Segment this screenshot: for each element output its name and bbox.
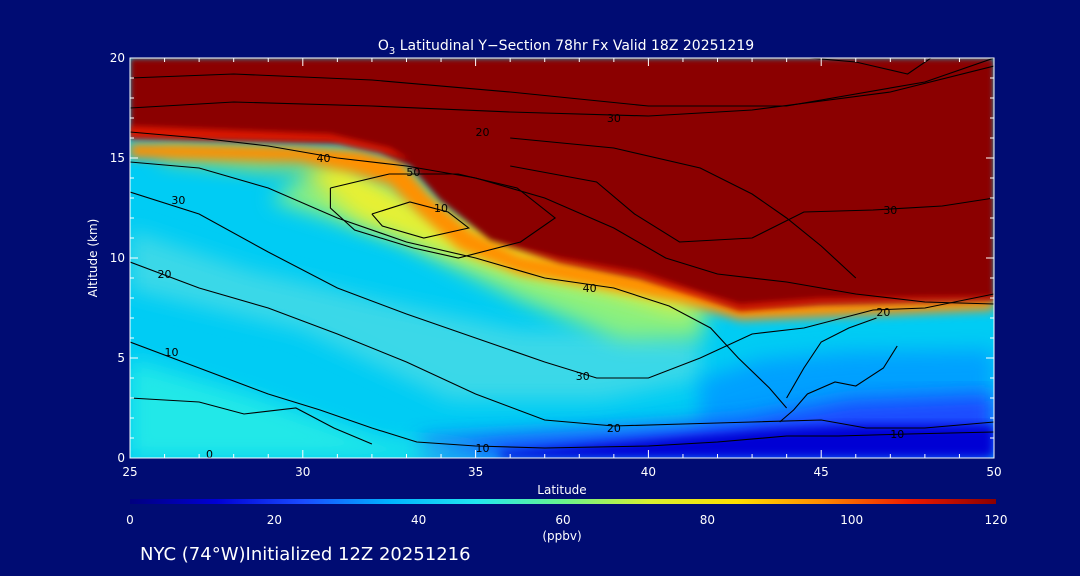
x-tick-label: 25	[122, 465, 137, 479]
x-tick-label: 35	[468, 465, 483, 479]
x-tick-label: 30	[295, 465, 310, 479]
colorbar-unit-label: (ppbv)	[542, 529, 581, 543]
contour-line-20-1	[329, 173, 557, 259]
contour-label-12: 30	[883, 204, 897, 217]
contour-line-20-13	[786, 317, 877, 399]
contour-label-8: 20	[876, 306, 890, 319]
colorbar-tick-label: 40	[411, 513, 426, 527]
contour-line-20-12	[510, 137, 857, 279]
ozone-contours	[130, 58, 994, 449]
contour-label-5: 20	[476, 126, 490, 139]
contour-line-10-8	[130, 341, 994, 449]
contour-label-10: 30	[171, 194, 185, 207]
y-tick-label: 5	[117, 351, 125, 365]
contour-line-10-14	[779, 345, 898, 423]
colorbar-tick-label: 20	[267, 513, 282, 527]
contour-line-20-7	[130, 261, 994, 429]
colorbar-tick-label: 120	[985, 513, 1008, 527]
contour-line-5-9	[130, 397, 373, 445]
y-tick-label: 0	[117, 451, 125, 465]
y-tick-label: 15	[110, 151, 125, 165]
colorbar-tick-label: 0	[126, 513, 134, 527]
contour-label-1: 10	[814, 44, 828, 57]
colorbar-tick-label: 80	[700, 513, 715, 527]
colorbar-tick-label: 100	[840, 513, 863, 527]
contour-line-10-0	[371, 201, 470, 239]
contour-label-6: 20	[158, 268, 172, 281]
y-tick-label: 20	[110, 51, 125, 65]
contour-label-9: 30	[607, 112, 621, 125]
contour-labels: 10 10 10 10 10 20 20 20 20 30 30 30 30 40 40 50 0	[158, 44, 905, 461]
contour-label-0: 10	[434, 202, 448, 215]
contour-line-30-10	[803, 58, 932, 75]
x-tick-label: 50	[986, 465, 1001, 479]
contour-label-11: 30	[576, 370, 590, 383]
y-axis-label: Altitude (km)	[86, 219, 100, 298]
ozone-field	[130, 58, 994, 458]
contour-label-3: 10	[476, 442, 490, 455]
contour-line-40-5	[130, 161, 788, 409]
contour-label-13: 40	[317, 152, 331, 165]
colorbar: 0 20 40 60 80 100 120 (ppbv)	[126, 499, 1007, 543]
contour-label-4: 10	[890, 428, 904, 441]
contour-label-16: 0	[206, 448, 213, 461]
contour-line-30-2	[130, 65, 994, 117]
colorbar-tick-label: 60	[555, 513, 570, 527]
x-tick-label: 45	[814, 465, 829, 479]
contour-label-14: 40	[583, 282, 597, 295]
y-tick-label: 10	[110, 251, 125, 265]
contour-label-15: 50	[406, 166, 420, 179]
contour-line-30-3	[510, 165, 994, 243]
plot-area: 10 10 10 10 10 20 20 20 20 30 30 30 30 40 40 50 0	[130, 44, 994, 461]
contour-line-30-11	[130, 58, 994, 107]
x-tick-label: 40	[641, 465, 656, 479]
colorbar-gradient	[130, 499, 996, 504]
contour-line-30-6	[130, 191, 994, 379]
y-axis: 0 5 10 15 20	[110, 51, 994, 465]
footer-run-info: NYC (74°W)Initialized 12Z 20251216	[140, 544, 471, 565]
contour-label-7: 20	[607, 422, 621, 435]
x-axis-label: Latitude	[537, 483, 586, 497]
chart-title: O3 Latitudinal Y−Section 78hr Fx Valid 1…	[378, 38, 754, 57]
contour-label-2: 10	[164, 346, 178, 359]
colorbar-ticks: 0 20 40 60 80 100 120	[126, 513, 1007, 527]
contour-line-40-4	[130, 131, 994, 305]
x-axis: 25 30 35 40 45 50	[122, 58, 1002, 479]
